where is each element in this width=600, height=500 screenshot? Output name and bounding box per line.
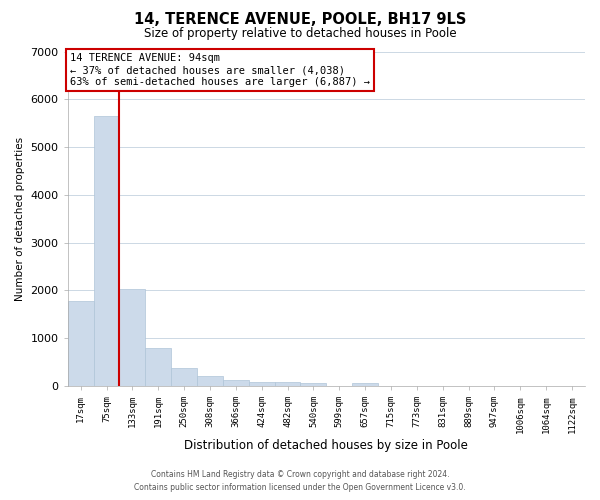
Bar	[249, 382, 275, 386]
Text: Contains HM Land Registry data © Crown copyright and database right 2024.
Contai: Contains HM Land Registry data © Crown c…	[134, 470, 466, 492]
Text: 14 TERENCE AVENUE: 94sqm
← 37% of detached houses are smaller (4,038)
63% of sem: 14 TERENCE AVENUE: 94sqm ← 37% of detach…	[70, 54, 370, 86]
Bar	[352, 383, 378, 386]
Bar	[171, 368, 197, 386]
Bar	[275, 382, 301, 386]
Bar	[119, 290, 145, 386]
X-axis label: Distribution of detached houses by size in Poole: Distribution of detached houses by size …	[184, 440, 468, 452]
Text: Size of property relative to detached houses in Poole: Size of property relative to detached ho…	[143, 28, 457, 40]
Bar	[197, 376, 223, 386]
Bar	[94, 116, 119, 386]
Bar	[145, 348, 171, 386]
Bar	[223, 380, 249, 386]
Text: 14, TERENCE AVENUE, POOLE, BH17 9LS: 14, TERENCE AVENUE, POOLE, BH17 9LS	[134, 12, 466, 28]
Bar	[68, 301, 94, 386]
Bar	[301, 382, 326, 386]
Y-axis label: Number of detached properties: Number of detached properties	[15, 136, 25, 301]
